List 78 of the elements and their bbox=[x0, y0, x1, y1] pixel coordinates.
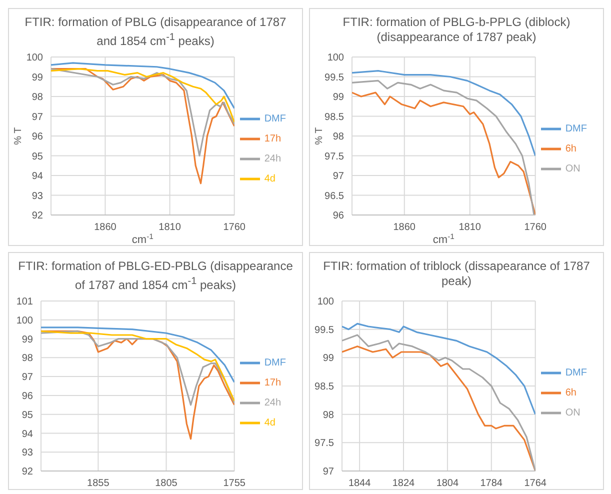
y-tick-label: 95 bbox=[32, 151, 44, 162]
y-tick-label: 96 bbox=[22, 390, 34, 402]
y-tick-label: 98 bbox=[22, 353, 34, 364]
y-tick-label: 97 bbox=[332, 171, 344, 182]
y-tick-label: 99 bbox=[22, 334, 34, 346]
line-series bbox=[352, 70, 536, 157]
y-tick-label: 97 bbox=[22, 372, 34, 384]
legend-label: DMF bbox=[565, 124, 587, 135]
x-tick-label: 1764 bbox=[524, 478, 547, 490]
y-tick-label: 92 bbox=[22, 466, 34, 478]
legend-label: DMF bbox=[264, 358, 286, 369]
y-tick-label: 98 bbox=[322, 410, 334, 421]
legend-label: 4d bbox=[264, 418, 276, 429]
y-tick-label: 100 bbox=[16, 315, 34, 326]
y-tick-label: 94 bbox=[32, 171, 44, 182]
x-axis-title: cm$^{-1}$ bbox=[432, 232, 454, 246]
y-tick-label: 99 bbox=[322, 353, 334, 364]
y-tick-label: 96 bbox=[332, 210, 344, 222]
y-tick-label: 98 bbox=[32, 92, 44, 104]
y-tick-label: 93 bbox=[22, 448, 34, 459]
x-tick-label: 1860 bbox=[94, 222, 117, 234]
y-tick-label: 100 bbox=[26, 52, 44, 64]
x-tick-label: 1810 bbox=[158, 222, 182, 234]
y-tick-label: 97.5 bbox=[314, 438, 334, 450]
legend-label: DMF bbox=[565, 368, 587, 379]
y-tick-label: 93 bbox=[32, 190, 44, 202]
y-tick-label: 99 bbox=[332, 92, 344, 104]
x-tick-label: 1755 bbox=[223, 478, 246, 490]
chart-title: FTIR: formation of PBLG-ED-PBLG (disappearance of 1787 and 1854 cm$^{-1}$ peaks) bbox=[17, 258, 294, 294]
legend-label: 4d bbox=[264, 174, 276, 185]
y-tick-label: 98 bbox=[332, 132, 344, 143]
y-tick-label: 98.5 bbox=[314, 382, 334, 393]
y-tick-label: 99.5 bbox=[314, 324, 334, 336]
y-tick-label: 94 bbox=[22, 428, 34, 440]
y-tick-label: 97.5 bbox=[324, 151, 344, 162]
line-series bbox=[41, 326, 234, 384]
y-tick-label: 99 bbox=[32, 72, 44, 84]
legend-label: ON bbox=[565, 164, 580, 175]
legend-label: 6h bbox=[565, 144, 576, 155]
y-tick-label: 99.5 bbox=[324, 72, 344, 84]
line-series bbox=[342, 322, 536, 416]
x-tick-label: 1824 bbox=[392, 478, 416, 490]
y-axis-title: % T bbox=[13, 127, 24, 145]
x-tick-label: 1810 bbox=[458, 222, 482, 234]
x-tick-label: 1855 bbox=[87, 478, 110, 490]
line-series bbox=[51, 68, 234, 123]
y-tick-label: 95 bbox=[22, 410, 34, 421]
chart-title: FTIR: formation of PBLG (disappearance of 1787 and 1854 cm$^{-1}$ peaks) bbox=[24, 14, 288, 50]
chart-title: FTIR: formation of PBLG-b-PPLG (diblock) (disappearance of 1787 peak) bbox=[342, 14, 572, 46]
x-tick-label: 1844 bbox=[348, 478, 372, 490]
y-tick-label: 97 bbox=[32, 112, 44, 123]
legend-label: 6h bbox=[565, 388, 576, 399]
x-tick-label: 1805 bbox=[155, 478, 178, 490]
x-tick-label: 1784 bbox=[480, 478, 503, 490]
y-tick-label: 101 bbox=[16, 296, 34, 308]
y-tick-label: 98.5 bbox=[324, 112, 344, 123]
y-axis-title: % T bbox=[314, 127, 325, 145]
y-tick-label: 96 bbox=[32, 132, 44, 143]
x-axis-title: cm$^{-1}$ bbox=[132, 232, 154, 246]
y-tick-label: 100 bbox=[327, 52, 344, 64]
line-series bbox=[51, 68, 234, 157]
y-tick-label: 96.5 bbox=[324, 190, 344, 202]
x-tick-label: 1860 bbox=[393, 222, 416, 234]
line-series bbox=[51, 62, 234, 110]
legend-label: 24h bbox=[264, 154, 282, 165]
x-tick-label: 1760 bbox=[524, 222, 547, 234]
legend-label: 24h bbox=[264, 398, 282, 409]
chart-title: FTIR: formation of triblock (dissapearance of 1787 peak) bbox=[322, 258, 591, 290]
legend-label: DMF bbox=[264, 114, 286, 125]
line-series bbox=[51, 68, 234, 184]
legend-label: 17h bbox=[264, 134, 282, 145]
y-tick-label: 100 bbox=[317, 296, 334, 308]
legend-label: 17h bbox=[264, 378, 282, 389]
x-tick-label: 1804 bbox=[436, 478, 460, 490]
x-tick-label: 1760 bbox=[223, 222, 246, 234]
y-tick-label: 97 bbox=[322, 466, 334, 478]
y-tick-label: 92 bbox=[32, 210, 44, 222]
legend-label: ON bbox=[565, 408, 580, 419]
